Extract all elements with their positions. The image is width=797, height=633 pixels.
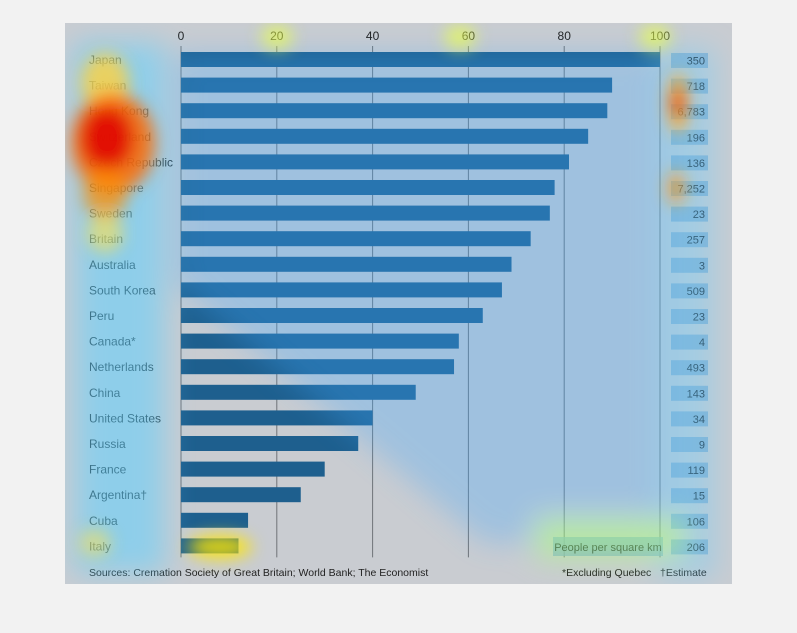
category-label: Russia — [89, 437, 126, 451]
density-value: 9 — [699, 440, 705, 452]
density-value: 23 — [693, 209, 705, 221]
category-label: Switzerland — [89, 130, 151, 144]
footnote-estimate: †Estimate — [660, 567, 707, 579]
category-label: China — [89, 386, 121, 400]
category-label: Cuba — [89, 514, 118, 528]
bar — [181, 384, 416, 400]
bar — [181, 103, 608, 119]
x-tick-60: 60 — [462, 29, 476, 43]
density-value: 196 — [687, 132, 705, 144]
category-label: Britain — [89, 232, 123, 246]
category-label: Czech Republic — [89, 155, 173, 169]
bar — [181, 77, 613, 93]
x-tick-0: 0 — [178, 29, 185, 43]
category-label: Sweden — [89, 207, 132, 221]
density-value: 3 — [699, 260, 705, 272]
density-value: 206 — [687, 542, 705, 554]
density-value: 350 — [687, 56, 705, 68]
density-value: 34 — [693, 414, 705, 426]
category-label: Taiwan — [89, 79, 126, 93]
bar — [181, 282, 502, 298]
category-label: South Korea — [89, 283, 156, 297]
density-value: 136 — [687, 158, 705, 170]
category-labels: Japan Taiwan Hong Kong Switzerland Czech Rep… — [89, 53, 173, 553]
category-label: Italy — [89, 539, 111, 553]
density-value: 493 — [687, 363, 705, 375]
x-tick-20: 20 — [270, 29, 284, 43]
bar — [181, 231, 531, 247]
bar — [181, 359, 455, 375]
bar — [181, 308, 483, 323]
x-tick-40: 40 — [366, 29, 380, 43]
category-label: Japan — [89, 53, 122, 67]
bars — [181, 52, 660, 554]
x-tick-80: 80 — [558, 29, 572, 43]
source-note: Sources: Cremation Society of Great Brit… — [89, 567, 428, 579]
category-label: Hong Kong — [89, 104, 149, 118]
bar — [181, 512, 249, 528]
density-column: 350 718 6,783 196 136 7,252 23 257 3 509 23 4 493 143… — [671, 53, 708, 555]
density-value: 7,252 — [677, 184, 705, 196]
category-label: Argentina† — [89, 488, 147, 502]
bar — [181, 410, 373, 426]
grid-lines — [180, 46, 661, 558]
bar — [181, 436, 359, 451]
x-tick-100: 100 — [650, 29, 670, 43]
bar — [181, 52, 660, 67]
bar — [181, 154, 569, 170]
density-value: 6,783 — [677, 107, 705, 119]
bar — [181, 461, 325, 477]
bar — [181, 333, 459, 349]
bar — [181, 487, 301, 503]
category-label: France — [89, 463, 127, 477]
category-label: Australia — [89, 258, 136, 272]
category-label: Canada* — [89, 335, 136, 349]
x-tick-labels: 0 20 40 60 80 100 — [178, 29, 671, 43]
bar — [181, 256, 512, 272]
density-value: 106 — [687, 516, 705, 528]
category-label: Netherlands — [89, 360, 154, 374]
category-label: Peru — [89, 309, 114, 323]
bar — [181, 205, 550, 221]
footnote-quebec: *Excluding Quebec — [562, 567, 651, 579]
density-value: 23 — [693, 312, 705, 324]
density-value: 509 — [687, 286, 705, 298]
density-value: 4 — [699, 337, 705, 349]
category-label: United States — [89, 411, 161, 425]
density-value: 119 — [687, 465, 705, 477]
density-value: 143 — [687, 388, 705, 400]
density-value: 15 — [693, 491, 705, 503]
category-label: Singapore — [89, 181, 144, 195]
density-label: People per square km — [554, 542, 662, 554]
bar — [181, 538, 239, 554]
bar — [181, 180, 555, 195]
density-value: 257 — [687, 235, 705, 247]
bar — [181, 128, 589, 144]
density-value: 718 — [687, 81, 705, 93]
